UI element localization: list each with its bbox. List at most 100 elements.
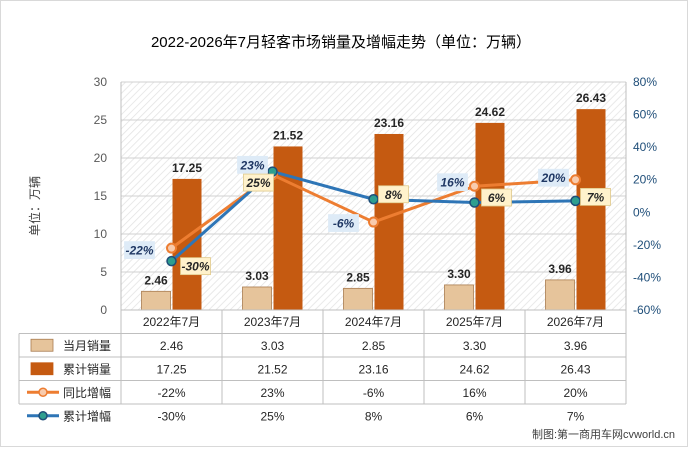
table-cell: 25% [260,409,284,423]
table-cell: 3.96 [564,339,588,353]
table-cell: -30% [157,409,185,423]
marker-yoy-growth [469,180,480,192]
y-tick-label: 10 [94,227,108,241]
bar-cumulative-sales [576,109,606,310]
marker-yoy-growth [368,216,379,228]
legend-key [30,362,54,376]
marker-cumulative-growth [469,197,480,208]
table-cell: -6% [363,386,385,400]
bar-month-sales [444,284,474,311]
marker-cumulative-growth [368,194,379,205]
legend-key [38,387,48,397]
marker-cumulative-growth [570,195,581,207]
y2-tick-label: -40% [633,270,661,284]
table-category: 2026年7月 [547,315,604,329]
marker-yoy-growth [166,242,177,254]
table-category: 2025年7月 [446,315,503,329]
marker-cumulative-growth [166,255,177,267]
data-label-box [538,168,569,187]
data-label-cumulative-sales: 17.25 [172,161,202,175]
table-cell: 24.62 [459,362,489,376]
y2-tick-label: 80% [633,75,657,89]
data-label-growth: -22% [125,244,153,258]
y2-tick-label: 40% [633,140,657,154]
legend-label: 当月销量 [63,339,111,353]
y-tick-label: 25 [94,113,108,127]
legend-key [38,411,48,421]
table-cell: -22% [157,386,185,400]
legend-label: 同比增幅 [63,385,111,400]
table-cell: 8% [365,409,383,423]
data-label-month-sales: 2.85 [346,270,370,284]
data-label-growth: 20% [540,171,565,185]
legend-key [30,338,54,352]
y2-tick-label: 0% [633,205,651,219]
data-label-growth: 7% [587,190,605,204]
data-label-box [124,241,155,260]
table-cell: 17.25 [156,362,186,376]
y-tick-label: 20 [94,151,108,165]
bar-cumulative-sales [374,133,404,310]
watermark: 制图:第一商用车网cvworld.cn [532,427,675,441]
y-tick-label: 5 [100,265,107,279]
data-label-cumulative-sales: 26.43 [576,91,606,105]
data-label-cumulative-sales: 21.52 [273,128,303,142]
y2-tick-label: 20% [633,173,657,187]
data-label-month-sales: 2.46 [144,273,168,287]
table-category: 2023年7月 [244,315,301,329]
data-label-month-sales: 3.30 [447,267,471,281]
table-cell: 23% [260,386,284,400]
table-cell: 3.30 [463,339,487,353]
legend-label: 累计销量 [63,362,111,376]
y2-tick-label: -60% [633,303,661,317]
data-label-box [180,257,211,276]
table-category: 2022年7月 [143,315,200,329]
data-label-box [580,187,611,206]
table-cell: 2.85 [362,339,386,353]
data-label-growth: -6% [333,217,355,231]
data-label-growth: 8% [385,188,403,202]
y2-tick-label: 60% [633,108,657,122]
y2-axis-ticks: -60% -40% -20% 0% 20% 40% 60% 80% [633,75,661,317]
bar-cumulative-sales [475,122,505,310]
bar-month-sales [545,279,575,311]
data-label-growth: 6% [488,191,506,205]
bar-month-sales [343,287,373,311]
data-labels: 2.46 17.25 3.03 21.52 2.85 23.16 3.30 24.62 3.96… [124,91,611,287]
y-tick-label: 15 [94,189,108,203]
data-label-cumulative-sales: 23.16 [374,116,404,130]
data-label-box [237,155,268,174]
table-cell: 23.16 [358,362,388,376]
data-label-growth: 23% [239,158,264,172]
data-label-box [481,188,512,207]
y-tick-label: 30 [94,75,108,89]
data-label-growth: -30% [181,260,209,274]
data-label-growth: 16% [440,176,464,190]
data-label-box [437,173,468,192]
table-cell: 2.46 [160,339,184,353]
bar-cumulative-sales [273,146,303,310]
y-axis-label: 单位：万辆 [27,176,42,236]
y-tick-label: 0 [100,303,107,317]
bar-month-sales [242,286,272,311]
data-label-growth: 25% [245,176,270,190]
data-label-cumulative-sales: 24.62 [475,105,505,119]
y-axis-ticks: 0 5 10 15 20 25 30 [94,75,108,317]
legend-label: 累计增幅 [63,408,111,423]
data-label-month-sales: 3.96 [548,262,572,276]
table-cell: 16% [462,386,486,400]
table-category: 2024年7月 [345,315,402,329]
table-cell: 6% [466,409,484,423]
data-label-month-sales: 3.03 [245,269,269,283]
data-label-box [328,214,359,232]
table-cell: 20% [563,386,587,400]
bar-month-sales [141,290,171,311]
table-cell: 7% [567,409,585,423]
table-cell: 3.03 [261,339,285,353]
table-cell: 26.43 [560,362,590,376]
marker-yoy-growth [570,174,581,186]
data-label-box [243,173,274,192]
